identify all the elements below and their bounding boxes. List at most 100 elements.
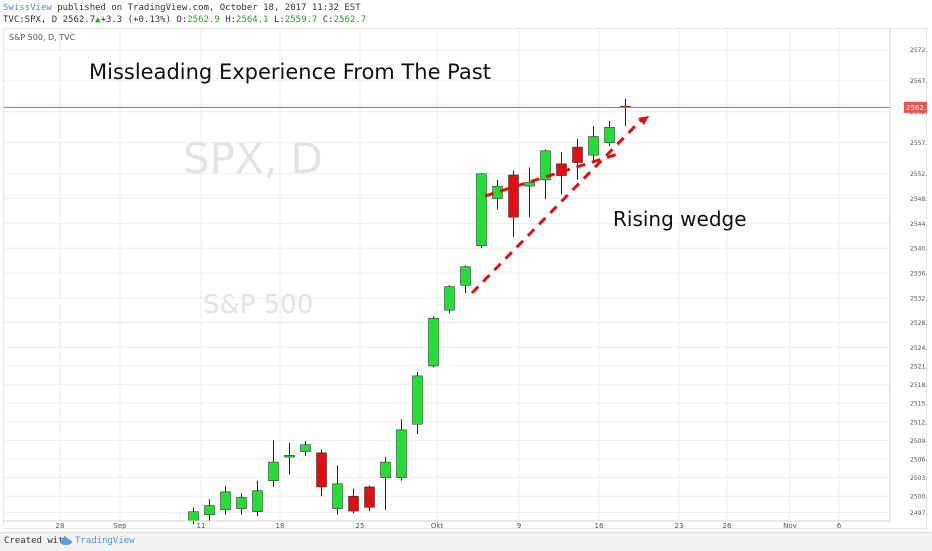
price-tick-label: 2536.0 <box>910 270 927 277</box>
price-tick-label: 2540.0 <box>910 246 927 253</box>
candle <box>332 465 343 515</box>
low-value: 2559.7 <box>284 15 318 25</box>
wedge-arrowhead <box>638 116 649 125</box>
change-arrow-icon: ▲ <box>95 15 101 25</box>
candle <box>604 121 615 146</box>
candle <box>300 441 311 456</box>
footer-brand[interactable]: TradingView <box>75 536 135 546</box>
candle-body-down <box>364 486 375 508</box>
candle <box>460 265 471 294</box>
price-tick-label: 2518.0 <box>910 382 927 389</box>
candle-body-up <box>444 286 455 311</box>
price-tick-label: 2548.0 <box>910 196 927 203</box>
footer-bar: Created with TradingView <box>0 532 932 551</box>
candle-body-up <box>220 491 231 511</box>
price-tick-label: 2515.0 <box>910 401 927 408</box>
chart-frame[interactable]: SPX, D S&P 500 2497.42500.02503.02506.02… <box>2 27 931 530</box>
candle <box>220 486 231 515</box>
candle-body-up <box>268 461 279 481</box>
close-label: C: <box>317 15 334 25</box>
candle-body-up <box>540 150 551 181</box>
time-tick-label: 26 <box>723 522 732 529</box>
candle-body-up <box>332 483 343 509</box>
candle-body-down <box>508 174 519 218</box>
candlestick-chart[interactable]: SPX, D S&P 500 2497.42500.02503.02506.02… <box>2 27 931 530</box>
time-tick-label: 18 <box>276 522 285 529</box>
candle-body-up <box>284 455 295 458</box>
candle <box>412 372 423 435</box>
high-label: H: <box>219 15 237 25</box>
candle <box>380 457 391 510</box>
price-tick-label: 2512.0 <box>910 419 927 426</box>
time-tick-label: 6 <box>837 522 842 529</box>
candle-body-up <box>396 429 407 478</box>
candle-body-down <box>316 452 327 488</box>
low-label: L: <box>268 15 285 25</box>
time-tick-label: 28 <box>56 522 65 529</box>
candles-group <box>188 98 631 525</box>
candle <box>236 493 247 515</box>
wedge-upper-line[interactable] <box>484 151 622 198</box>
price-tick-label: 2532.0 <box>910 295 927 302</box>
candle-body-up <box>524 182 535 187</box>
candle <box>540 149 551 200</box>
candle-body-up <box>412 375 423 425</box>
price-tick-label: 2528.0 <box>910 320 927 327</box>
last-price-tag <box>904 101 927 113</box>
candle <box>204 499 215 521</box>
annotation-pattern[interactable]: Rising wedge <box>613 207 747 231</box>
last-price-label: 2562.7 <box>906 104 927 112</box>
candle <box>364 485 375 512</box>
author-link[interactable]: SwissView <box>3 3 52 13</box>
candle-body-down <box>572 146 583 163</box>
wedge-lower-line[interactable] <box>470 116 645 295</box>
time-tick-label: 23 <box>675 522 684 529</box>
price-tick-label: 2497.4 <box>910 510 927 517</box>
watermark-name: S&P 500 <box>203 290 313 320</box>
ohlc-line: TVC:SPX, D 2562.7▲+3.3 (+0.13%) O:2562.9… <box>3 15 366 25</box>
candle <box>396 419 407 481</box>
rising-wedge[interactable] <box>470 116 649 295</box>
price-tick-label: 2544.0 <box>910 221 927 228</box>
time-tick-label: 9 <box>517 522 521 529</box>
price-tick-label: 2572.0 <box>910 47 927 54</box>
publish-info: published on TradingView.com, October 18… <box>51 3 361 13</box>
candle-body-up <box>588 136 599 156</box>
price-tick-label: 2567.0 <box>910 78 927 85</box>
candle <box>476 173 487 249</box>
publish-line: SwissView published on TradingView.com, … <box>3 3 361 13</box>
candle <box>444 285 455 314</box>
price-tick-label: 2557.0 <box>910 140 927 147</box>
candle <box>572 139 583 180</box>
open-value: 2562.9 <box>187 15 220 25</box>
time-axis[interactable]: 28 Sep 11 18 25 Okt 9 16 23 26 Nov 6 <box>3 520 890 530</box>
time-tick-label: 11 <box>197 522 206 529</box>
price-axis[interactable]: 2497.4 2500.0 2503.0 2506.0 2509.0 2512.0 2515… <box>889 28 931 521</box>
candle-body-up <box>428 317 439 367</box>
candle-body-up <box>236 497 247 509</box>
tradingview-logo-icon <box>60 537 72 545</box>
price-tick-label: 2524.0 <box>910 345 927 352</box>
open-label: O: <box>171 15 188 25</box>
price-tick-label: 2503.0 <box>910 475 927 482</box>
footer-created: Created with <box>4 536 70 546</box>
change-value: +3.3 (+0.13%) <box>100 15 171 25</box>
candle-body-up <box>188 511 199 522</box>
annotation-title[interactable]: Missleading Experience From The Past <box>89 60 491 84</box>
time-tick-label: Okt <box>431 522 444 529</box>
candle <box>252 480 263 517</box>
chart-header: SwissView published on TradingView.com, … <box>0 0 932 28</box>
grid-lines <box>4 29 890 521</box>
candle-body-up <box>460 266 471 286</box>
candle-body-up <box>300 444 311 452</box>
candle <box>268 440 279 487</box>
candle-body-up <box>204 505 215 516</box>
price-tick-label: 2500.0 <box>910 494 927 501</box>
candle-body-up <box>380 461 391 478</box>
candle-body-down <box>348 495 359 512</box>
candle <box>316 449 327 497</box>
pane-label: S&P 500, D, TVC <box>9 33 76 42</box>
price-tick-label: 2509.0 <box>910 438 927 445</box>
candle <box>524 167 535 218</box>
time-tick-label: 16 <box>595 522 604 529</box>
